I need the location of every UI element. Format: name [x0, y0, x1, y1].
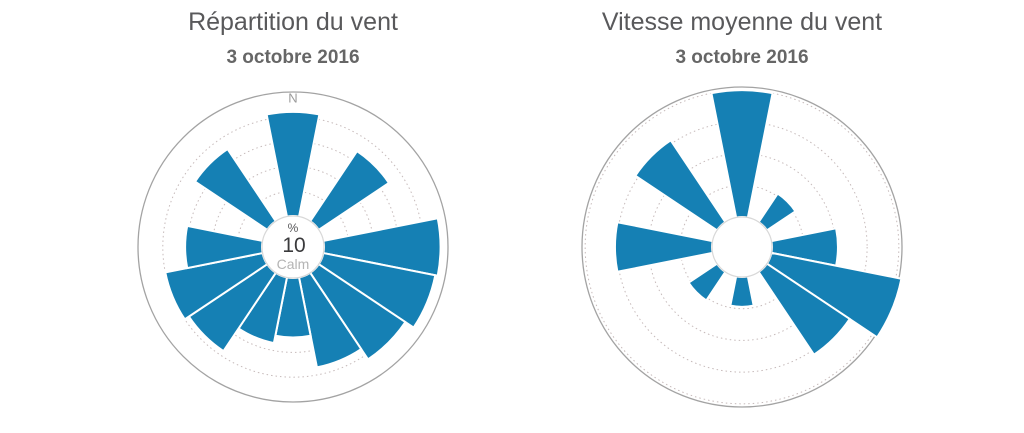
chart-title-repartition: Répartition du vent: [188, 8, 398, 36]
repartition-header: Répartition du vent 3 octobre 2016: [120, 8, 466, 69]
calm-circle: [711, 216, 773, 278]
calm-circle: [261, 215, 325, 279]
center-calm-label: Calm: [276, 256, 310, 272]
chart-subtitle-repartition: 3 octobre 2016: [226, 47, 360, 68]
wind-rose-chart-vitesse: [581, 86, 903, 408]
center-unit-label: %: [287, 221, 299, 235]
vitesse-header: Vitesse moyenne du vent 3 octobre 2016: [569, 8, 915, 69]
center-ring-step-label: 10: [282, 234, 306, 257]
wind-rose-chart-repartition: [137, 91, 449, 403]
north-axis-label: N: [288, 90, 298, 106]
chart-subtitle-vitesse: 3 octobre 2016: [675, 47, 809, 68]
chart-title-vitesse: Vitesse moyenne du vent: [601, 8, 883, 36]
